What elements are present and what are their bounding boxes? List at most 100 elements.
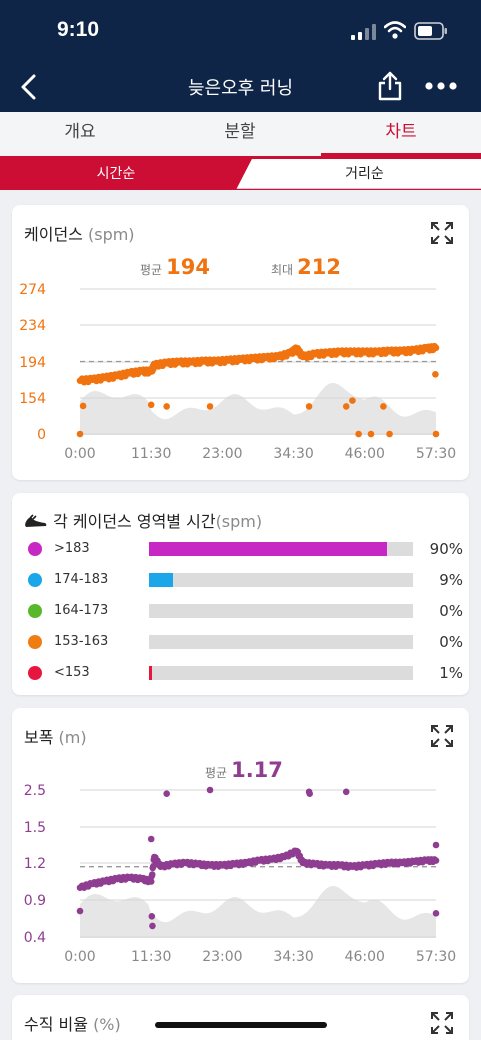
nav-bar: 늦은오후 러닝	[0, 62, 481, 112]
stride-unit: (m)	[58, 728, 87, 747]
tab-splits[interactable]: 분할	[224, 122, 256, 142]
tab-bar: 개요 분할 차트	[0, 112, 481, 156]
zone-percent: 0%	[439, 602, 463, 620]
zone-row: <153 1%	[28, 663, 468, 683]
data-point	[206, 786, 214, 794]
tab-overview[interactable]: 개요	[64, 122, 96, 142]
data-point	[342, 788, 350, 796]
cadence-zones-card: 각 케이던스 영역별 시간(spm) >183 90% 174-183 9% 164-1…	[12, 493, 469, 695]
zone-bar-fill	[149, 666, 152, 680]
stride-average: 평균 1.17	[205, 758, 283, 782]
zone-row: 153-163 0%	[28, 632, 468, 652]
zone-percent: 9%	[439, 571, 463, 589]
cadence-title: 케이던스 (spm)	[24, 221, 135, 245]
y-tick-label: 154	[19, 391, 46, 407]
segment-by-distance[interactable]: 거리순	[345, 166, 384, 182]
data-point	[432, 430, 440, 438]
zone-color-dot	[28, 542, 42, 556]
cadence-average-value: 194	[166, 255, 210, 279]
y-tick-label: 0	[37, 427, 46, 443]
x-tick-label: 11:30	[131, 949, 171, 965]
running-shoe-icon	[25, 514, 47, 527]
segment-background	[0, 156, 481, 190]
wifi-icon	[384, 21, 406, 39]
zone-bar-track	[149, 573, 413, 587]
data-point	[149, 922, 156, 930]
data-point	[380, 403, 387, 410]
background-area	[80, 885, 436, 938]
x-tick-label: 34:30	[273, 949, 313, 965]
y-tick-label: 194	[19, 355, 46, 371]
segment-by-time[interactable]: 시간순	[96, 166, 136, 182]
home-indicator	[155, 1022, 327, 1028]
x-tick-label: 46:00	[345, 446, 385, 462]
data-point	[431, 856, 438, 863]
expand-icon[interactable]	[430, 221, 454, 245]
stride-average-value: 1.17	[231, 758, 283, 782]
data-point	[305, 403, 313, 410]
share-icon[interactable]	[376, 70, 404, 102]
x-tick-label: 23:00	[202, 446, 242, 462]
zone-bar-fill	[149, 542, 387, 556]
data-point	[148, 871, 156, 878]
expand-icon[interactable]	[430, 724, 454, 748]
zones-unit: (spm)	[215, 512, 263, 531]
expand-icon[interactable]	[430, 1011, 454, 1035]
y-tick-label: 274	[19, 282, 46, 298]
data-point	[147, 401, 155, 409]
y-tick-label: 1.2	[24, 856, 46, 872]
cadence-max-label: 최대	[271, 263, 294, 277]
cadence-average: 평균 194	[140, 255, 210, 279]
data-point	[367, 430, 375, 438]
back-icon[interactable]	[14, 70, 44, 104]
x-tick-label: 0:00	[64, 446, 95, 462]
zone-row: 164-173 0%	[28, 601, 468, 621]
zone-color-dot	[28, 666, 42, 680]
vertical-ratio-unit: (%)	[93, 1015, 121, 1034]
zone-bar-track	[149, 635, 413, 649]
zone-label: 153-163	[54, 634, 109, 649]
vertical-ratio-title-text: 수직 비율	[24, 1015, 88, 1034]
more-icon[interactable]	[424, 80, 458, 92]
zone-label: <153	[54, 665, 90, 680]
zone-label: 164-173	[54, 603, 109, 618]
data-point	[76, 907, 84, 915]
data-point	[432, 910, 440, 917]
zone-color-dot	[28, 604, 42, 618]
tab-charts[interactable]: 차트	[321, 112, 481, 156]
zone-bar-track	[149, 542, 413, 556]
status-bar: 9:10	[0, 0, 481, 62]
y-tick-label: 0.4	[24, 930, 46, 946]
data-point	[306, 790, 313, 797]
cadence-unit: (spm)	[87, 225, 135, 244]
stride-title: 보폭 (m)	[24, 724, 87, 748]
zone-percent: 1%	[439, 664, 463, 682]
y-tick-label: 234	[19, 318, 46, 334]
page-title: 늦은오후 러닝	[187, 78, 294, 99]
y-tick-label: 1.5	[24, 820, 46, 836]
vertical-ratio-card: 수직 비율 (%)	[12, 995, 469, 1040]
stride-average-label: 평균	[205, 766, 228, 780]
x-tick-label: 11:30	[131, 446, 171, 462]
data-point	[355, 430, 362, 438]
data-point	[432, 841, 440, 849]
data-point	[432, 370, 439, 378]
data-point	[149, 862, 157, 870]
x-tick-label: 34:30	[273, 446, 313, 462]
data-point	[79, 402, 87, 410]
x-tick-label: 57:30	[416, 949, 456, 965]
zone-bar-track	[149, 604, 413, 618]
zone-bar-track	[149, 666, 413, 680]
x-tick-label: 46:00	[345, 949, 385, 965]
cadence-chart: 274 234 194 154 0 0:00 11:30 23:00 34:30 46:00 57:…	[19, 282, 456, 462]
vertical-ratio-title: 수직 비율 (%)	[24, 1011, 121, 1035]
segmented-control: 시간순 거리순	[0, 156, 481, 190]
cadence-average-label: 평균	[140, 263, 163, 277]
zone-bar-fill	[149, 573, 173, 587]
cadence-max-value: 212	[297, 255, 341, 279]
data-point	[342, 403, 350, 410]
cadence-title-text: 케이던스	[24, 225, 83, 244]
signal-icon	[351, 24, 376, 40]
cadence-max: 최대 212	[271, 255, 341, 279]
x-tick-label: 23:00	[202, 949, 242, 965]
